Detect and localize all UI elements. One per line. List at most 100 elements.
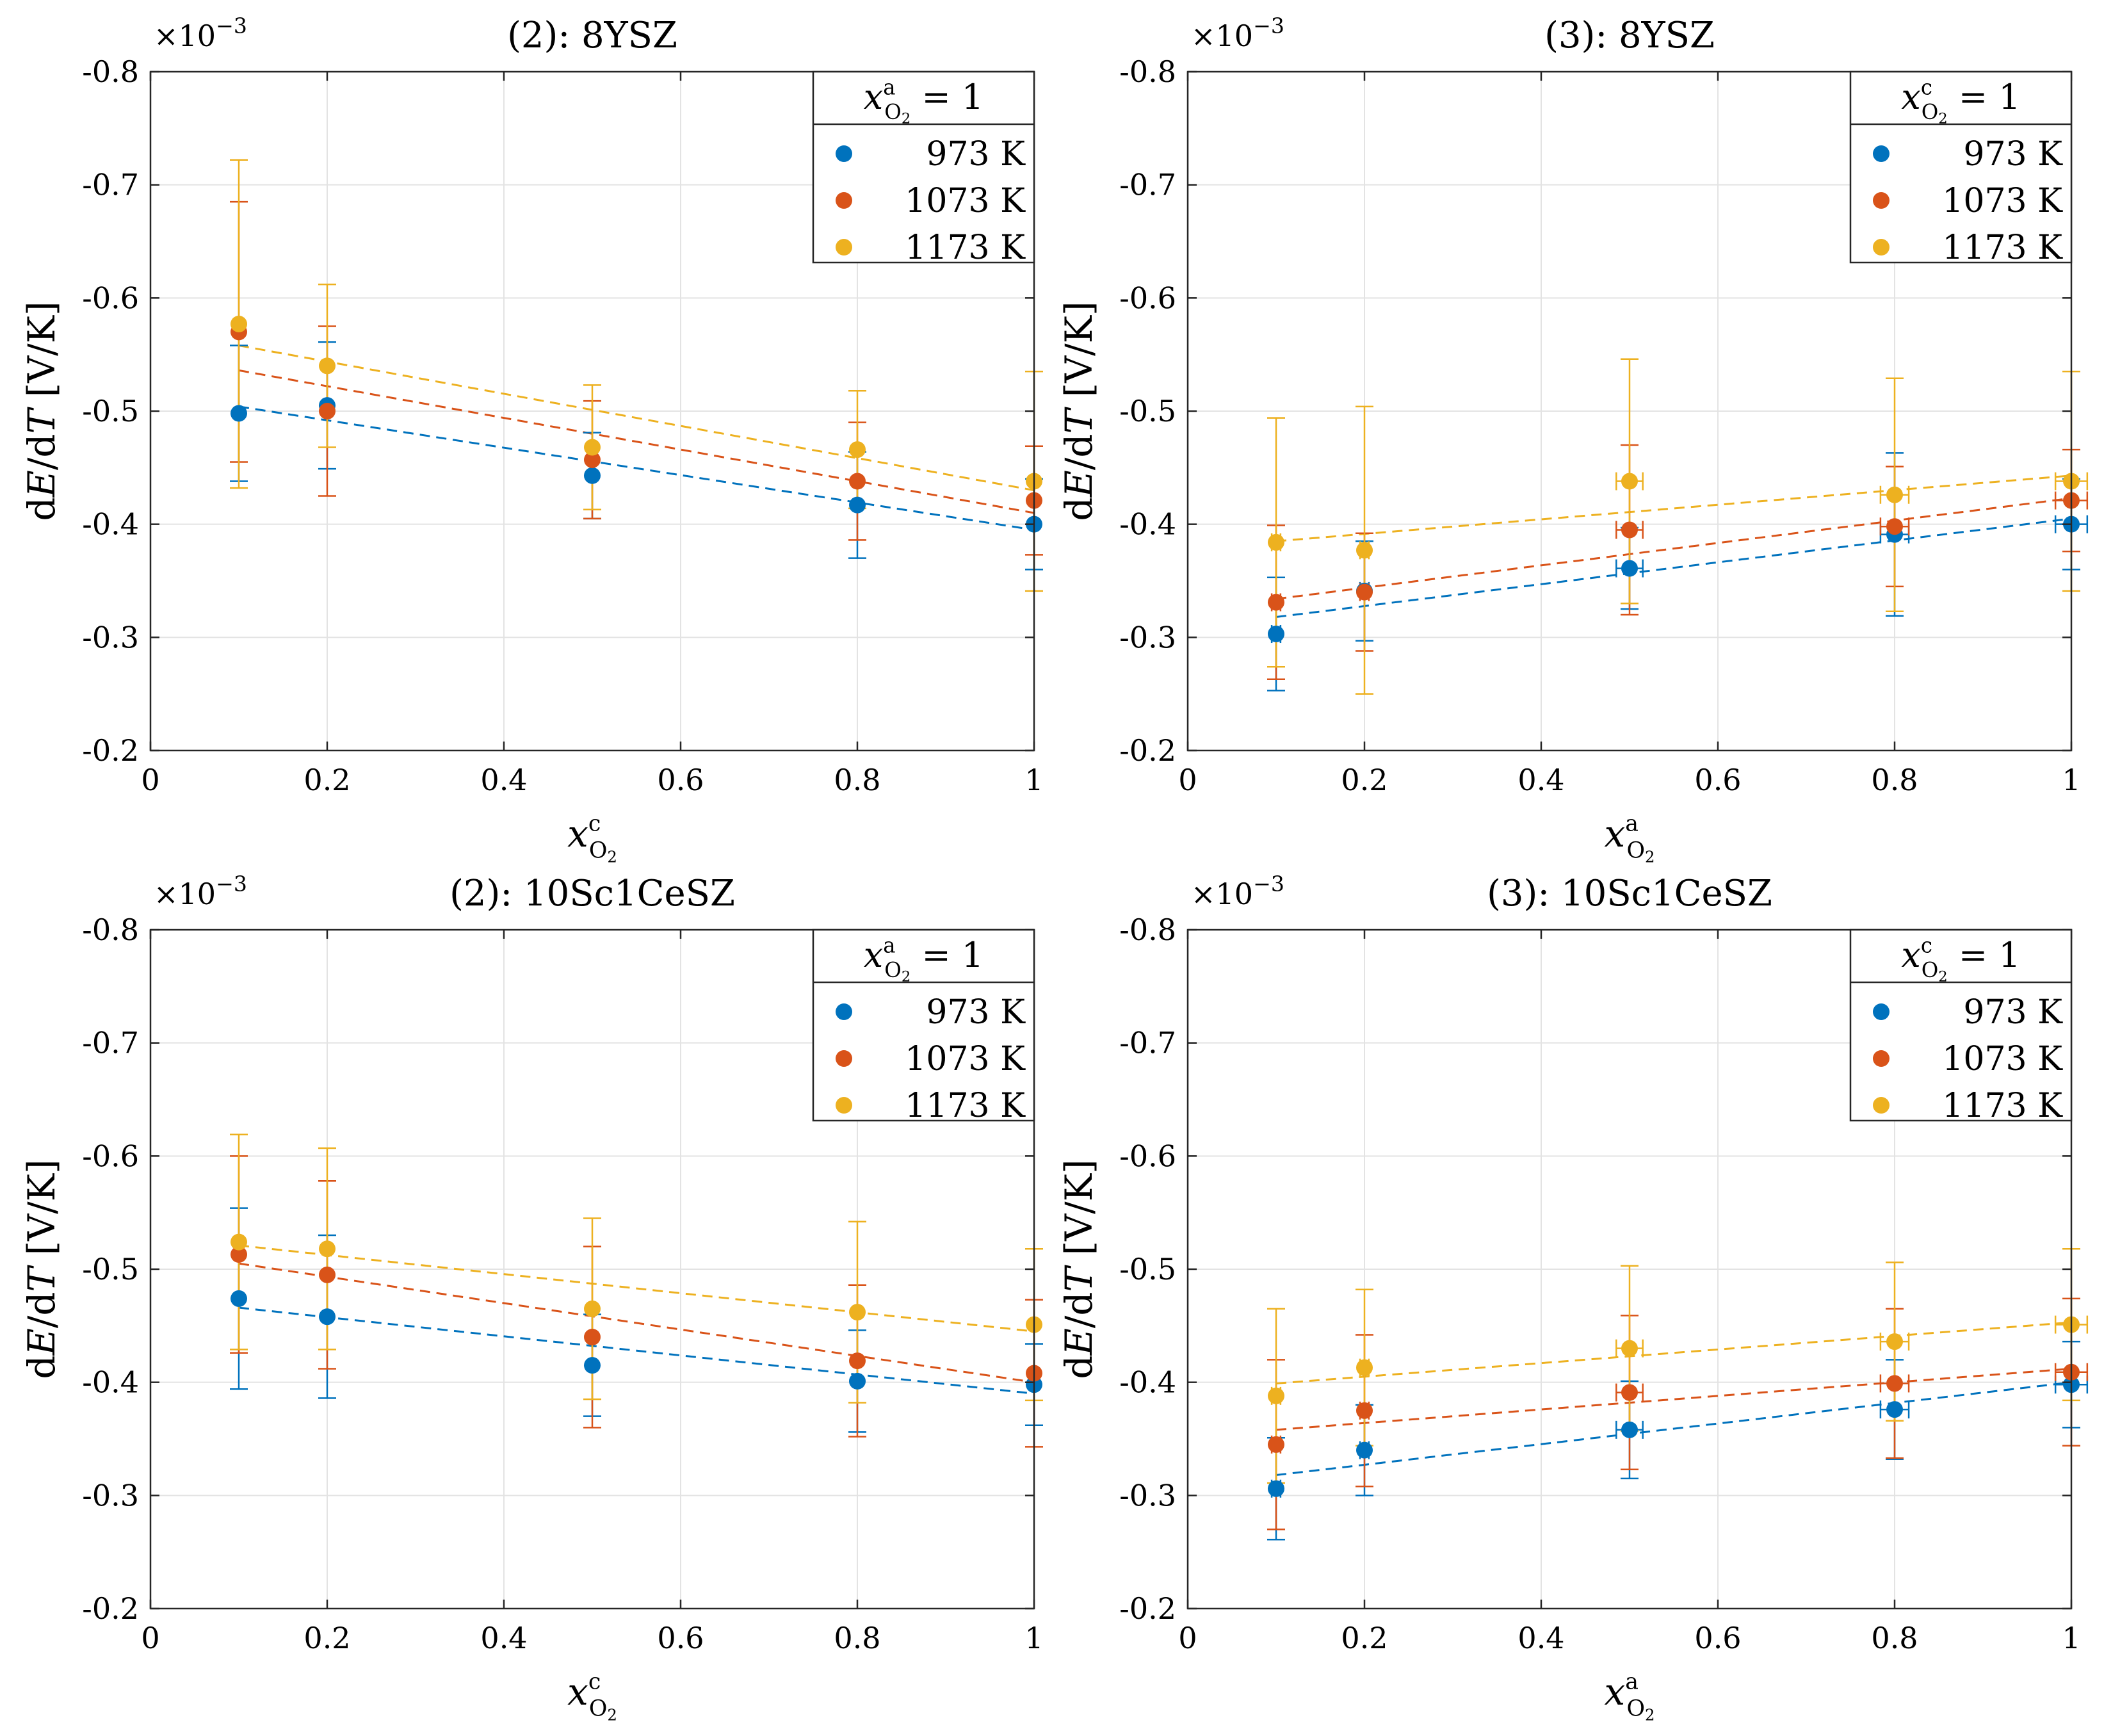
y-multiplier-label: ×10−3 [1191, 13, 1284, 53]
data-point-1173-K [1621, 1340, 1638, 1357]
data-point-1073-K [1886, 518, 1903, 535]
x-tick-label: 0 [1178, 1621, 1197, 1655]
chart-panel-3: 0 0.2 0.4 0.6 0.8 1 -0.8 -0.7 -0.6 -0.5 -0.4 -0.3 -0… [20, 871, 1044, 1724]
legend-title: xc O2 = 1 [1901, 933, 2020, 985]
x-tick-label: 0.2 [1341, 763, 1388, 797]
data-point-1073-K [231, 1246, 247, 1263]
y-tick-label: -0.7 [82, 1026, 139, 1060]
legend-marker-1173-K [1873, 1097, 1890, 1114]
data-point-1173-K [849, 441, 866, 458]
x-tick-label: 1 [2062, 1621, 2080, 1655]
data-point-1073-K [1621, 1384, 1638, 1401]
y-tick-label: -0.6 [82, 1139, 139, 1173]
legend-marker-1173-K [836, 1097, 852, 1114]
fit-line-973-K [238, 1306, 1035, 1395]
data-point-1173-K [319, 1240, 336, 1258]
y-tick-label: -0.8 [82, 54, 139, 89]
x-axis-title: xa O2 [1605, 1669, 1655, 1724]
x-tick-label: 0.6 [657, 1621, 704, 1655]
x-axis-title: xa O2 [1605, 811, 1655, 866]
legend-marker-1073-K [836, 1050, 852, 1067]
legend-label: 973 K [1963, 135, 2063, 174]
y-tick-label: -0.6 [82, 280, 139, 315]
data-point-1073-K [1268, 1436, 1284, 1453]
legend-box [812, 70, 1035, 264]
data-point-973-K [1621, 1421, 1638, 1438]
legend-label: 1073 K [1942, 182, 2063, 220]
data-point-1173-K [584, 1300, 601, 1317]
legend-marker-1173-K [1873, 239, 1890, 256]
y-tick-label: -0.4 [1119, 1365, 1176, 1400]
x-tick-label: 0.6 [1694, 763, 1741, 797]
data-point-1173-K [1268, 1387, 1284, 1404]
y-tick-label: -0.5 [82, 1252, 139, 1286]
x-tick-label: 0.2 [303, 763, 350, 797]
legend-marker-973-K [1873, 1003, 1890, 1020]
x-tick-label: 1 [2062, 763, 2080, 797]
legend-marker-973-K [1873, 145, 1890, 162]
data-point-1173-K [584, 439, 601, 456]
y-tick-label: -0.4 [82, 1365, 139, 1400]
data-point-1073-K [319, 1266, 336, 1283]
panel-title: (3): 10Sc1CeSZ [1487, 873, 1772, 914]
y-tick-label: -0.7 [82, 168, 139, 202]
legend-label: 1173 K [1942, 1087, 2063, 1125]
x-tick-label: 0.4 [480, 763, 527, 797]
legend-title: xa O2 = 1 [864, 75, 983, 127]
data-point-1073-K [584, 451, 601, 468]
panel-title: (3): 8YSZ [1544, 15, 1715, 56]
y-tick-label: -0.3 [1119, 1478, 1176, 1513]
x-tick-label: 0 [141, 1621, 159, 1655]
y-tick-label: -0.4 [82, 507, 139, 542]
fit-line-1073-K [1275, 497, 2072, 600]
data-point-973-K [1268, 1480, 1284, 1497]
legend-label: 1073 K [905, 1040, 1026, 1078]
legend-box [1849, 70, 2073, 264]
legend-box [1849, 929, 2073, 1122]
data-point-1073-K [1356, 1402, 1373, 1419]
data-point-973-K [231, 405, 247, 422]
fit-line-1173-K [238, 1244, 1035, 1333]
x-tick-label: 0.4 [480, 1621, 527, 1655]
data-point-1173-K [849, 1304, 866, 1321]
data-point-1173-K [1356, 1359, 1373, 1376]
y-tick-label: -0.3 [1119, 620, 1176, 654]
y-axis-title: dE/dT [V/K] [20, 301, 63, 521]
legend-marker-1073-K [1873, 1050, 1890, 1067]
y-tick-label: -0.6 [1119, 280, 1176, 315]
legend-marker-973-K [836, 145, 852, 162]
x-tick-label: 0.2 [303, 1621, 350, 1655]
y-tick-label: -0.7 [1119, 1026, 1176, 1060]
y-tick-label: -0.2 [1119, 733, 1176, 768]
fit-line-973-K [1275, 517, 2072, 619]
legend-marker-1173-K [836, 239, 852, 256]
legend-label: 1173 K [905, 1087, 1026, 1125]
y-tick-label: -0.2 [82, 1591, 139, 1626]
fit-line-1073-K [238, 369, 1035, 514]
y-multiplier-label: ×10−3 [1191, 871, 1284, 911]
data-point-1173-K [1268, 533, 1284, 551]
chart-panel-4: 0 0.2 0.4 0.6 0.8 1 -0.8 -0.7 -0.6 -0.5 -0.4 -0.3 -0… [1057, 871, 2089, 1724]
chart-panel-1: 0 0.2 0.4 0.6 0.8 1 -0.8 -0.7 -0.6 -0.5 -0.4 -0.3 -0… [20, 13, 1044, 866]
y-tick-label: -0.3 [82, 1478, 139, 1513]
legend: xa O2 = 1 973 K 1073 K 1173 K [812, 70, 1035, 267]
data-point-973-K [1356, 1441, 1373, 1459]
data-point-973-K [584, 467, 601, 484]
data-point-1073-K [1886, 1375, 1903, 1392]
y-tick-label: -0.2 [1119, 1591, 1176, 1626]
data-point-973-K [584, 1357, 601, 1374]
legend-label: 973 K [1963, 993, 2063, 1032]
y-tick-label: -0.8 [82, 913, 139, 947]
panel-title: (2): 10Sc1CeSZ [449, 873, 735, 914]
x-tick-label: 0.8 [1871, 763, 1918, 797]
y-tick-label: -0.3 [82, 620, 139, 654]
x-axis-title: xc O2 [567, 811, 617, 866]
x-tick-label: 0 [1178, 763, 1197, 797]
data-point-1173-K [1886, 486, 1903, 503]
data-point-1173-K [231, 1233, 247, 1251]
data-point-1073-K [1621, 521, 1638, 539]
x-tick-label: 0.4 [1517, 1621, 1564, 1655]
legend-title: xc O2 = 1 [1901, 75, 2020, 127]
y-axis-title: dE/dT [V/K] [1057, 301, 1101, 521]
